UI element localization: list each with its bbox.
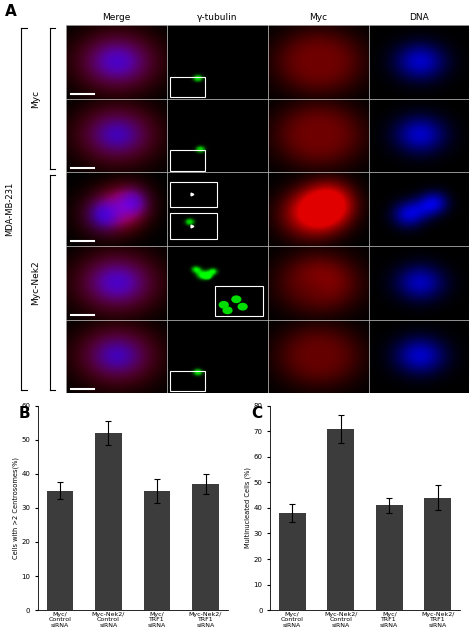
Text: Myc-Nek2: Myc-Nek2 — [31, 260, 40, 305]
Text: MDA-MB-231: MDA-MB-231 — [5, 182, 14, 237]
Bar — [95, 433, 122, 610]
Text: γ-tubulin: γ-tubulin — [197, 13, 237, 22]
Text: C: C — [251, 406, 262, 421]
Bar — [170, 371, 205, 391]
Circle shape — [232, 296, 241, 303]
Text: TRF1 siRNA: TRF1 siRNA — [472, 337, 474, 376]
Bar — [192, 484, 219, 610]
Bar — [144, 491, 170, 610]
Text: Control siRNA: Control siRNA — [472, 185, 474, 233]
Bar — [424, 498, 451, 610]
Circle shape — [238, 303, 247, 310]
Text: B: B — [19, 406, 31, 421]
Y-axis label: Multinucleated Cells (%): Multinucleated Cells (%) — [244, 467, 251, 548]
Bar — [376, 505, 402, 610]
Bar — [170, 213, 218, 238]
Circle shape — [223, 307, 232, 313]
Text: Myc: Myc — [31, 90, 40, 108]
Text: Control siRNA: Control siRNA — [472, 38, 474, 86]
Text: TRF1 siRNA: TRF1 siRNA — [472, 116, 474, 155]
Text: Control siRNA: Control siRNA — [472, 259, 474, 307]
Circle shape — [219, 301, 228, 308]
Text: Myc: Myc — [309, 13, 327, 22]
Bar — [215, 286, 263, 316]
Bar — [170, 182, 218, 208]
Bar — [170, 77, 205, 97]
Y-axis label: Cells with >2 Centrosomes(%): Cells with >2 Centrosomes(%) — [12, 457, 18, 559]
Bar — [328, 429, 354, 610]
Bar — [279, 513, 306, 610]
Text: Merge: Merge — [102, 13, 131, 22]
Text: A: A — [5, 4, 17, 19]
Bar — [46, 491, 73, 610]
Bar — [170, 150, 205, 170]
Text: DNA: DNA — [409, 13, 429, 22]
